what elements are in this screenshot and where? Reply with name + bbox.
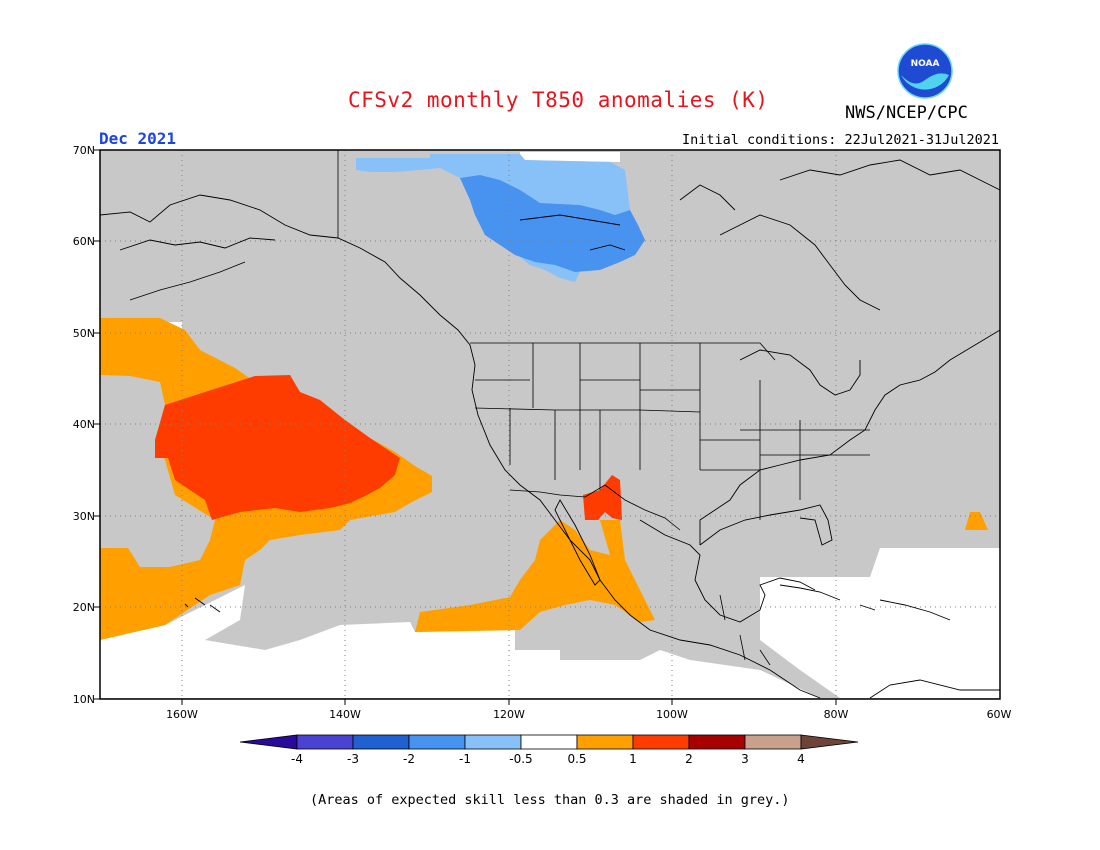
- legend-label: -0.5: [509, 752, 532, 766]
- legend-label: -4: [291, 752, 303, 766]
- legend-label: 4: [797, 752, 805, 766]
- skill-footnote: (Areas of expected skill less than 0.3 a…: [310, 792, 790, 808]
- anomaly-positive-1: [155, 375, 622, 520]
- legend-labels: -4 -3 -2 -1 -0.5 0.5 1 2 3 4: [291, 752, 805, 766]
- political-borders: [337, 150, 870, 666]
- svg-text:NOAA: NOAA: [911, 59, 940, 69]
- lat-label: 60N: [73, 235, 95, 248]
- forecast-period: Dec 2021: [99, 129, 177, 148]
- map-title: CFSv2 monthly T850 anomalies (K): [348, 88, 769, 112]
- legend-swatch: [576, 734, 634, 750]
- lon-label: 80W: [824, 708, 849, 721]
- lon-label: 60W: [987, 708, 1012, 721]
- lon-label: 140W: [329, 708, 361, 721]
- lat-label: 50N: [73, 327, 95, 340]
- lat-axis: 70N 60N 50N 40N 30N 20N 10N: [73, 144, 95, 706]
- lat-label: 40N: [73, 418, 95, 431]
- legend-arrow-low: [239, 734, 298, 750]
- legend-swatch: [520, 734, 578, 750]
- legend-label: 1: [629, 752, 637, 766]
- color-legend: [239, 734, 859, 750]
- lon-label: 100W: [656, 708, 688, 721]
- coastlines: [100, 159, 1000, 699]
- lon-label: 120W: [493, 708, 525, 721]
- legend-label: -3: [347, 752, 359, 766]
- legend-swatch: [744, 734, 802, 750]
- lon-lat-grid: [100, 150, 1000, 699]
- legend-label: -2: [403, 752, 415, 766]
- initial-conditions: Initial conditions: 22Jul2021-31Jul2021: [682, 132, 999, 148]
- near-zero-areas: [100, 152, 1000, 698]
- legend-swatch: [408, 734, 466, 750]
- legend-swatch: [632, 734, 690, 750]
- legend-swatch: [296, 734, 354, 750]
- lat-label: 70N: [73, 144, 95, 157]
- axis-ticks: [94, 149, 837, 705]
- lat-label: 30N: [73, 510, 95, 523]
- legend-swatch: [464, 734, 522, 750]
- lat-label: 20N: [73, 601, 95, 614]
- noaa-logo: NOAA: [897, 43, 953, 99]
- legend-label: 2: [685, 752, 693, 766]
- lon-label: 160W: [166, 708, 198, 721]
- legend-swatch: [688, 734, 746, 750]
- legend-label: 0.5: [567, 752, 586, 766]
- legend-swatch: [352, 734, 410, 750]
- agency-label: NWS/NCEP/CPC: [845, 103, 968, 123]
- lon-axis: 160W 140W 120W 100W 80W 60W: [166, 708, 1011, 721]
- legend-label: 3: [741, 752, 749, 766]
- lat-label: 10N: [73, 693, 95, 706]
- legend-arrow-high: [800, 734, 859, 750]
- legend-label: -1: [459, 752, 471, 766]
